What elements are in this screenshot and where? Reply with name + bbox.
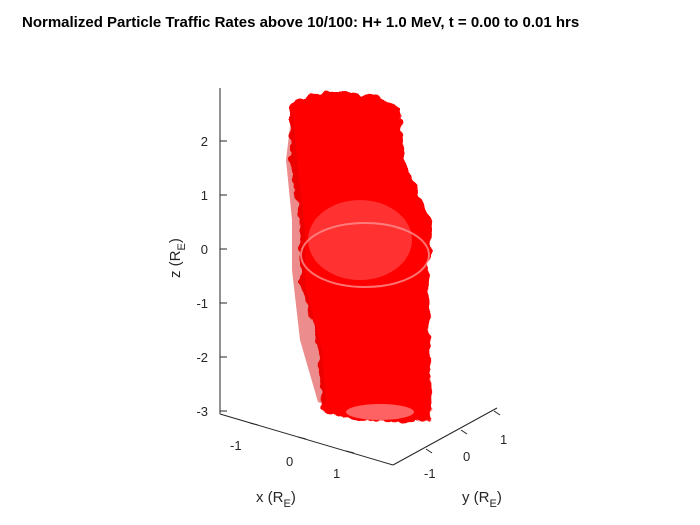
z-tick-label: -3 <box>196 404 208 419</box>
isosurface-body <box>290 92 432 423</box>
z-tick-label: 1 <box>201 188 208 203</box>
x-ticks: -1 0 1 <box>230 422 355 481</box>
chart-title: Normalized Particle Traffic Rates above … <box>22 14 580 31</box>
z-ticks: 2 1 0 -1 -2 -3 <box>196 134 227 419</box>
y-axis-label: y (RE) <box>462 489 502 510</box>
ring-band <box>300 222 430 288</box>
isosurface <box>286 92 432 423</box>
isosurface-shading-left <box>286 110 326 405</box>
x-axis-line <box>219 413 394 466</box>
z-tick-label: 2 <box>201 134 208 149</box>
x-tick-label: 1 <box>333 466 340 481</box>
x-axis-label: x (RE) <box>256 489 296 510</box>
z-tick-label: -1 <box>196 296 208 311</box>
z-axis-label: z (RE) <box>167 238 188 278</box>
bottom-cap <box>346 404 414 420</box>
x-tick-label: 0 <box>286 454 293 469</box>
y-tick-label: 0 <box>463 449 470 464</box>
z-tick-label: -2 <box>196 350 208 365</box>
y-tick-label: 1 <box>500 432 507 447</box>
axes <box>219 88 498 466</box>
y-tick-label: -1 <box>424 466 436 481</box>
y-axis-line <box>392 407 498 466</box>
z-tick-label: 0 <box>201 242 208 257</box>
x-tick-label: -1 <box>230 438 242 453</box>
ring-inner <box>308 200 412 280</box>
y-ticks: -1 0 1 <box>424 410 507 481</box>
